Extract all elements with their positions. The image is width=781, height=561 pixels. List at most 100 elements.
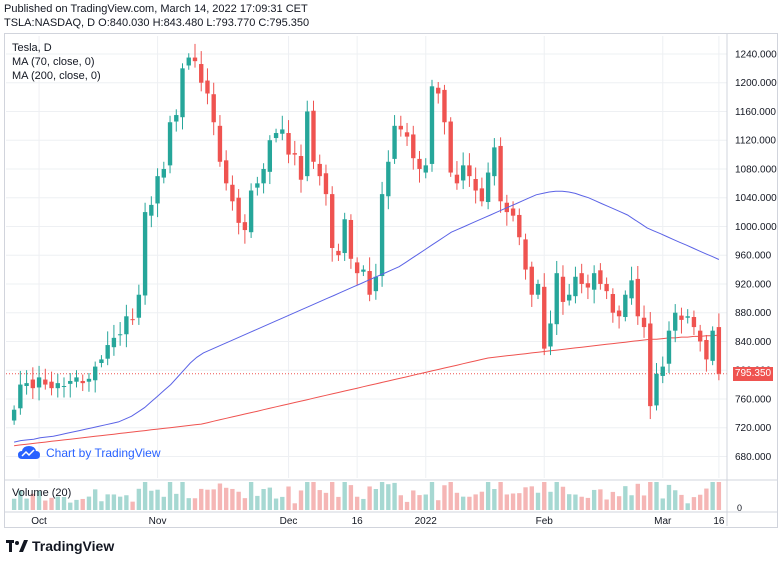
candle-body (542, 286, 547, 349)
volume-bar (117, 496, 123, 510)
volume-legend: Volume (20) (12, 487, 72, 499)
volume-bar (86, 496, 92, 510)
volume-bar (354, 496, 360, 510)
candle-body (386, 161, 391, 197)
volume-bar (485, 482, 491, 510)
volume-bar (99, 501, 104, 510)
candle-body (460, 165, 466, 181)
chart-watermark[interactable]: Chart by TradingView (18, 446, 161, 460)
candle-body (136, 294, 142, 318)
x-tick-label: Dec (280, 516, 298, 527)
footer-brand[interactable]: TradingView (6, 538, 114, 554)
candle-body (93, 366, 98, 381)
candle-body (180, 68, 185, 118)
cloud-icon (18, 446, 40, 459)
y-tick-label: 1080.000 (735, 164, 777, 175)
x-tick-label: 16 (713, 516, 725, 527)
x-tick-label: 2022 (415, 516, 438, 527)
candle-body (567, 294, 572, 301)
candle-body (167, 122, 173, 166)
candle-body (417, 158, 422, 169)
ohlc-readout: TSLA:NASDAQ, D O:840.030 H:843.480 L:793… (4, 17, 310, 29)
volume-bar (529, 486, 534, 510)
candle-body (192, 57, 198, 62)
volume-bar (74, 499, 79, 510)
volume-bar (591, 489, 597, 510)
candle-body (610, 294, 616, 313)
volume-bar (373, 489, 379, 510)
candle-body (43, 379, 48, 385)
volume-bar (623, 486, 628, 510)
volume-bar (43, 500, 48, 510)
volume-bar (68, 502, 73, 510)
volume-bar (248, 482, 254, 510)
volume-bar (704, 488, 709, 510)
ma70-line (13, 190, 720, 443)
volume-bar (392, 482, 397, 510)
y-tick-label: 840.000 (735, 337, 772, 348)
volume-bar (398, 495, 403, 510)
volume-bar (174, 493, 179, 510)
candle-body (336, 250, 341, 256)
candle-body (149, 204, 154, 216)
volume-bar (585, 497, 591, 510)
candle-body (398, 125, 403, 130)
volume-bar (604, 499, 609, 510)
candle-body (479, 188, 485, 202)
candle-body (130, 319, 135, 321)
symbol-legend: Tesla, D (12, 42, 52, 54)
candle-body (379, 194, 385, 277)
candle-body (311, 110, 316, 162)
candle-body (629, 280, 634, 299)
candle-body (367, 271, 372, 295)
grid (6, 36, 727, 478)
candle-body (155, 176, 160, 204)
candle-body (211, 94, 216, 123)
ma200-line (14, 334, 719, 447)
candle-body (716, 327, 722, 374)
volume-bar (573, 494, 578, 510)
y-tick-label: 1160.000 (735, 107, 776, 118)
volume-bar (136, 488, 142, 510)
volume-bar (710, 482, 715, 510)
candle-body (342, 219, 347, 254)
volume-bar (55, 496, 60, 510)
volume-bar (691, 497, 697, 510)
candle-body (174, 115, 179, 122)
volume-bar (105, 494, 110, 510)
candle-body (454, 174, 460, 184)
volume-bar (211, 489, 216, 510)
chart-frame (4, 33, 778, 528)
y-tick-label: 1040.000 (735, 193, 777, 204)
candle-body (623, 294, 628, 318)
candle-body (323, 173, 329, 195)
volume-bar (467, 496, 472, 510)
candle-body (111, 337, 117, 348)
candle-body (161, 168, 166, 178)
x-tick-label: Mar (654, 516, 672, 527)
candle-body (49, 381, 54, 389)
volume-bar (199, 488, 204, 510)
candle-body (498, 145, 503, 202)
candle-body (660, 366, 665, 376)
candle-body (517, 214, 522, 238)
last-price-tag: 795.350 (733, 366, 773, 381)
candle-body (317, 163, 322, 177)
candle-body (236, 197, 241, 223)
publish-info: Published on TradingView.com, March 14, … (4, 3, 308, 15)
volume-bar (36, 491, 42, 510)
candle-body (124, 316, 129, 335)
volume-bar (685, 503, 690, 510)
volume-bar (673, 490, 678, 510)
candle-body (529, 266, 534, 295)
candle-body (11, 409, 17, 421)
volume-bar (93, 489, 98, 510)
volume-bar (323, 492, 329, 510)
y-tick-label: 720.000 (735, 423, 772, 434)
volume-bar (24, 498, 29, 510)
candle-body (99, 359, 104, 364)
candle-body (473, 179, 478, 191)
candle-body (280, 129, 285, 134)
volume-bar (348, 485, 354, 510)
